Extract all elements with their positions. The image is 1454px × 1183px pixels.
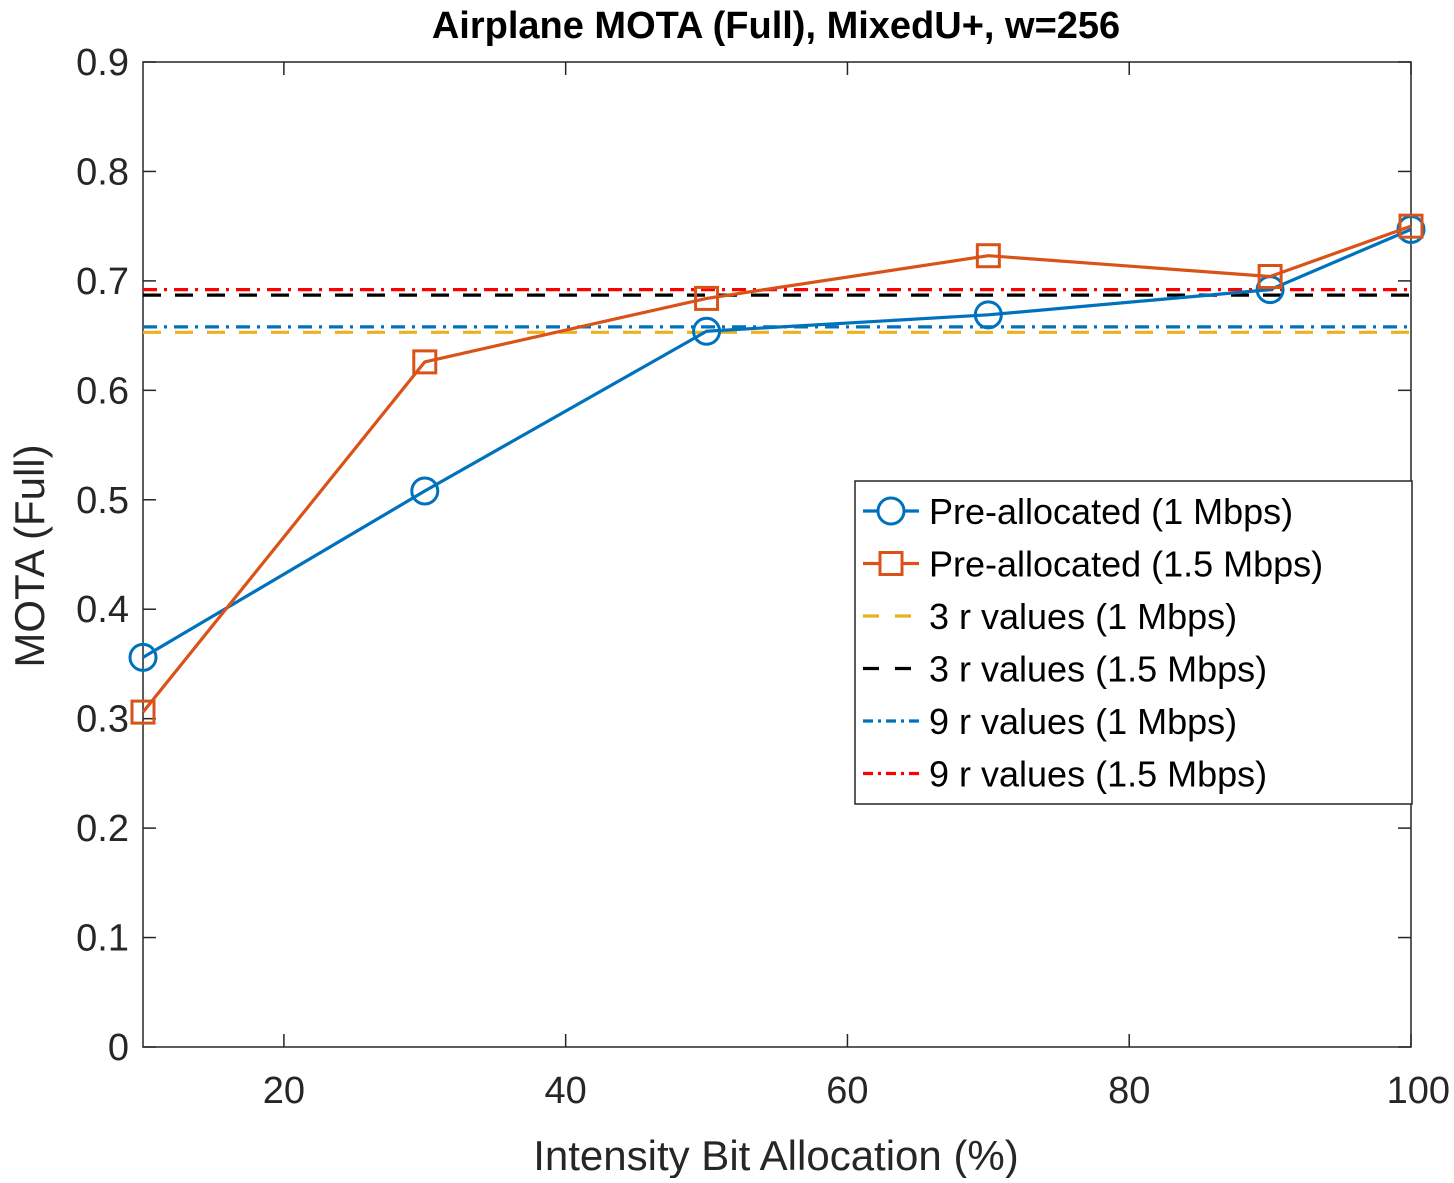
data-point-square xyxy=(1257,264,1283,290)
x-tick-label: 60 xyxy=(826,1070,868,1112)
y-tick-label: 0.6 xyxy=(76,370,129,412)
y-tick-label: 0.1 xyxy=(76,918,129,960)
legend-marker-circle xyxy=(876,496,906,526)
data-point-square xyxy=(130,699,156,725)
data-point-square xyxy=(412,349,438,375)
legend-label: Pre-allocated (1.5 Mbps) xyxy=(929,544,1323,585)
legend-label: 9 r values (1 Mbps) xyxy=(929,701,1237,742)
data-point-square xyxy=(1398,213,1424,239)
chart-title: Airplane MOTA (Full), MixedU+, w=256 xyxy=(432,5,1120,47)
plot-area: 0 0.1 0.2 0.3 0.4 0.5 0.6 0.7 0.8 0.9 20 40 60 80 100 xyxy=(76,42,1450,1112)
legend-label: 3 r values (1.5 Mbps) xyxy=(929,649,1267,690)
x-tick-label: 100 xyxy=(1387,1070,1450,1112)
legend-label: 9 r values (1.5 Mbps) xyxy=(929,754,1267,795)
x-tick-label: 80 xyxy=(1108,1070,1150,1112)
series-line xyxy=(142,227,1412,659)
series-line xyxy=(141,224,1412,714)
data-point-circle xyxy=(410,476,440,506)
y-tick-label: 0.4 xyxy=(76,589,129,631)
legend-box xyxy=(854,480,1413,805)
legend: Pre-allocated (1 Mbps) Pre-allocated (1.5… xyxy=(854,480,1413,805)
y-tick-label: 0.3 xyxy=(76,699,129,741)
x-tick-label: 20 xyxy=(263,1070,305,1112)
x-axis-label: Intensity Bit Allocation (%) xyxy=(533,1132,1019,1178)
y-tick-label: 0.8 xyxy=(76,151,129,193)
y-tick-label: 0 xyxy=(108,1027,129,1069)
legend-label: Pre-allocated (1 Mbps) xyxy=(929,491,1293,532)
y-tick-label: 0.9 xyxy=(76,42,129,84)
y-tick-label: 0.2 xyxy=(76,808,129,850)
data-point-circle xyxy=(692,316,722,346)
y-axis-label: MOTA (Full) xyxy=(6,444,53,667)
legend-label: 3 r values (1 Mbps) xyxy=(929,596,1237,637)
data-point-square xyxy=(975,243,1001,269)
legend-marker-square xyxy=(878,551,904,576)
data-point-square xyxy=(694,285,720,311)
x-tick-label: 40 xyxy=(545,1070,587,1112)
y-tick-label: 0.7 xyxy=(76,261,129,303)
data-point-circle xyxy=(973,300,1003,330)
data-point-circle xyxy=(128,642,158,672)
y-tick-label: 0.5 xyxy=(76,480,129,522)
